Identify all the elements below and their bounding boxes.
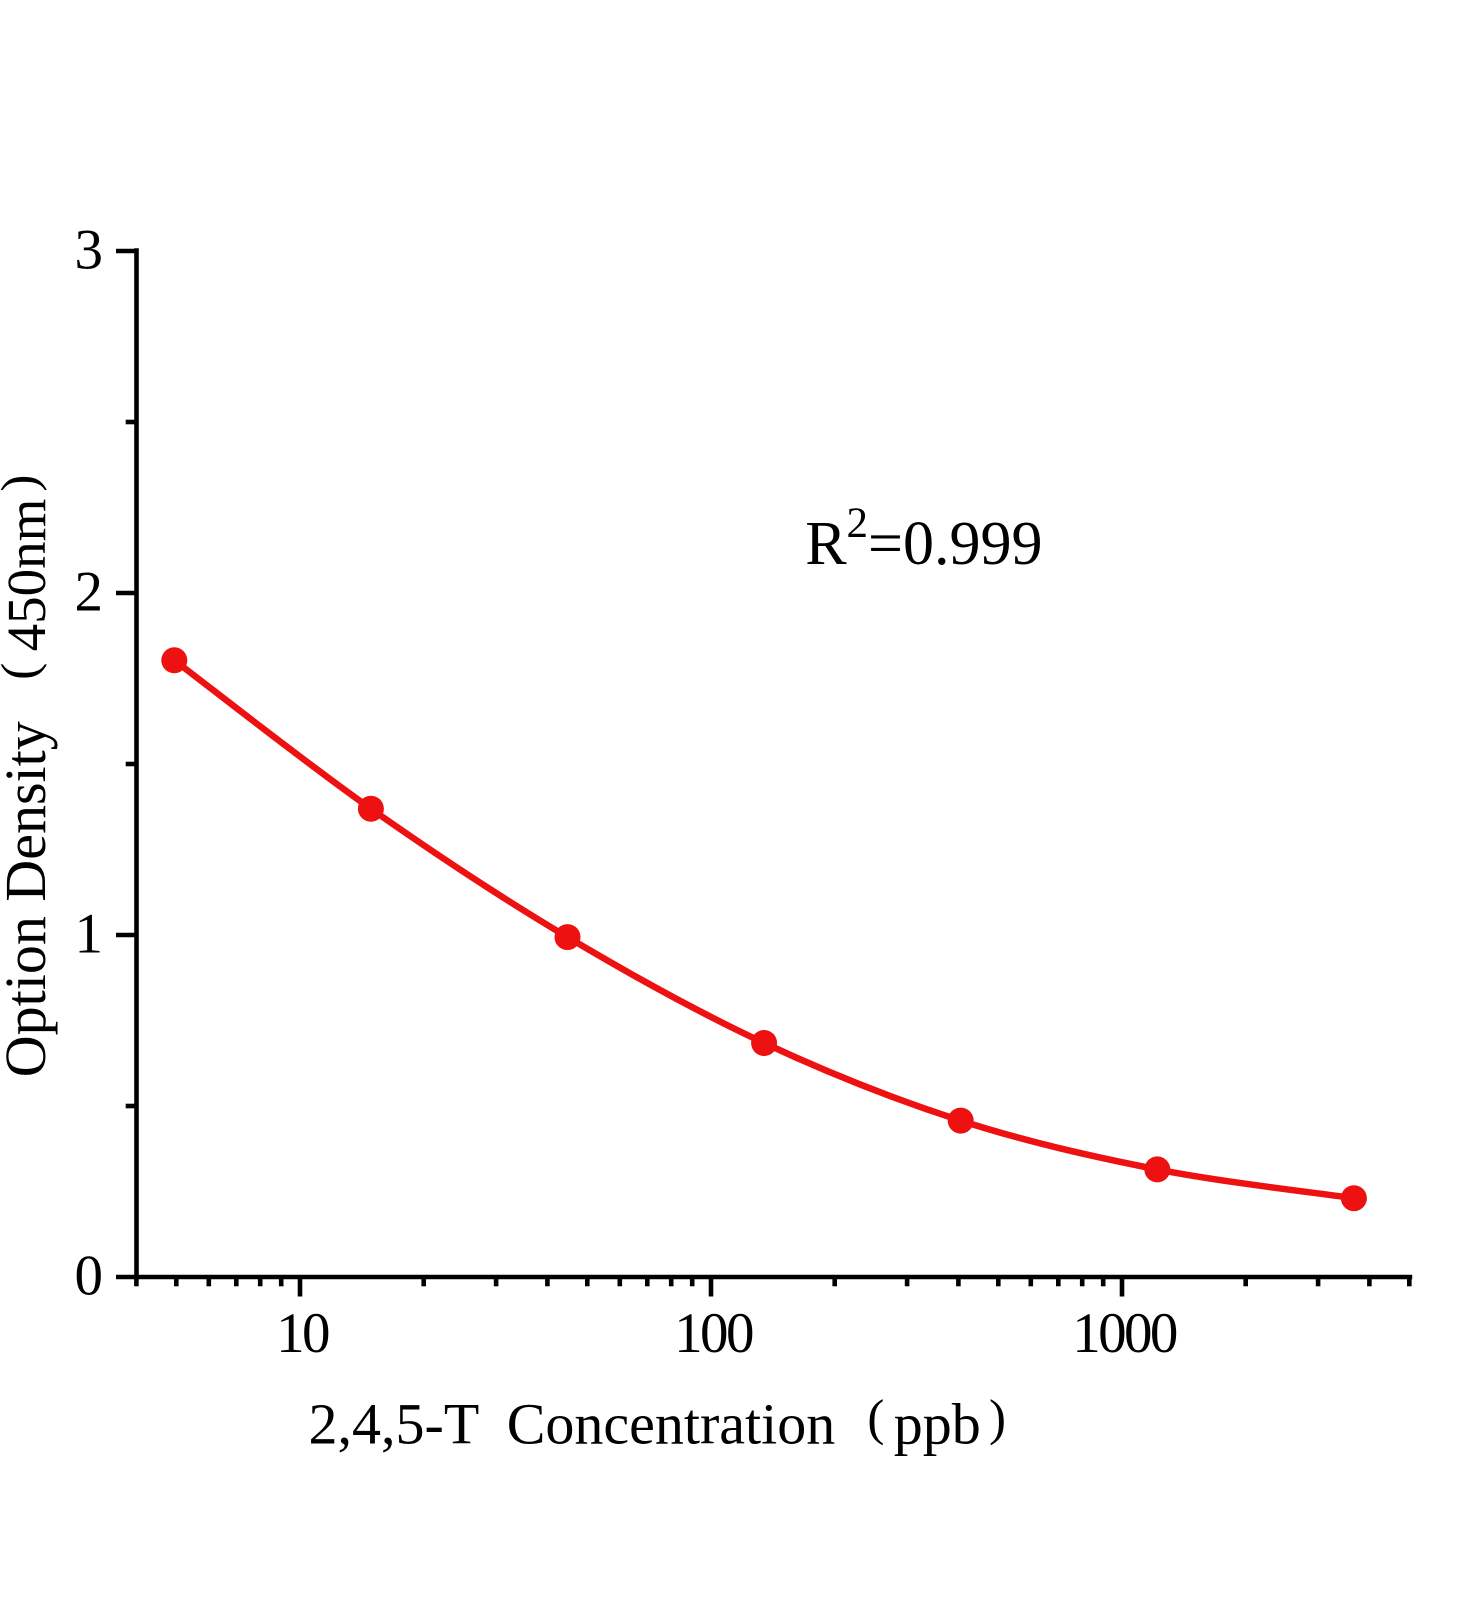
svg-text:R2=0.999: R2=0.999 xyxy=(805,500,1042,578)
svg-text:1000: 1000 xyxy=(1072,1302,1177,1365)
svg-text:10: 10 xyxy=(276,1302,329,1365)
svg-text:Option Density(450nm): Option Density(450nm) xyxy=(0,475,58,1078)
svg-text:3: 3 xyxy=(75,219,104,282)
svg-text:0: 0 xyxy=(75,1245,104,1308)
svg-text:2: 2 xyxy=(75,561,104,624)
svg-text:1: 1 xyxy=(75,903,104,966)
svg-text:100: 100 xyxy=(674,1302,753,1365)
